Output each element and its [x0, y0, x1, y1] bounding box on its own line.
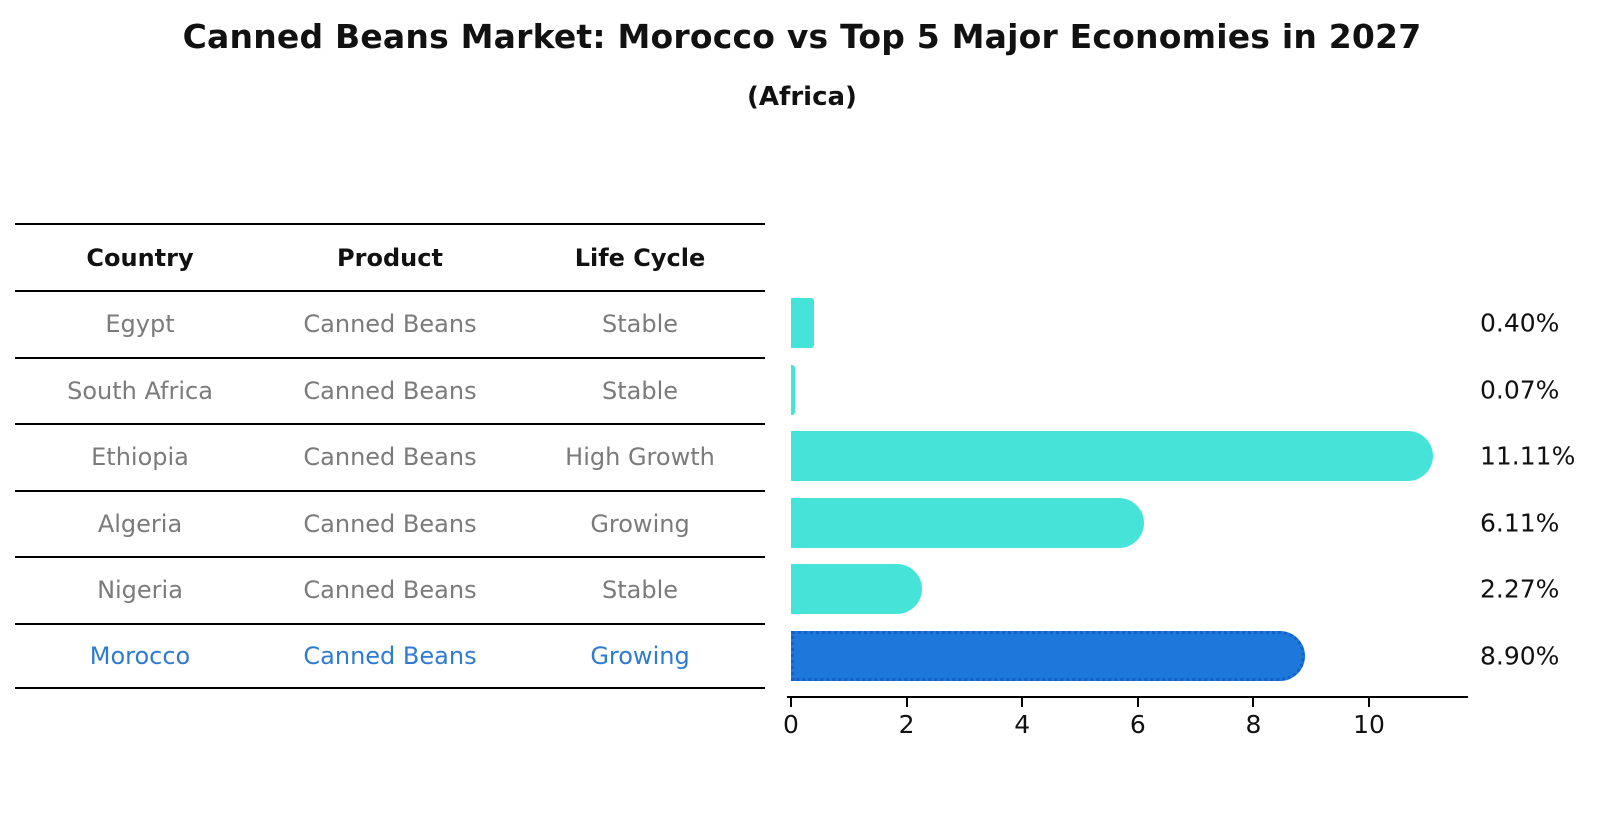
x-axis-tick-label: 0: [783, 710, 799, 739]
cell-country: Morocco: [89, 641, 191, 670]
cell-product: Canned Beans: [303, 509, 477, 538]
value-label-nigeria: 2.27%: [1480, 574, 1560, 604]
table-row-ethiopia: Ethiopia Canned Beans High Growth 11.11%: [0, 423, 1604, 490]
x-axis-tick: [1136, 698, 1139, 707]
x-axis-tick: [905, 698, 908, 707]
bar-nigeria: [791, 564, 923, 615]
value-label-egypt: 0.40%: [1480, 308, 1560, 338]
table-header-cells: Country Product Life Cycle: [15, 223, 765, 290]
cell-product: Canned Beans: [303, 310, 477, 339]
cell-country: Nigeria: [97, 576, 183, 605]
column-header-product: Product: [337, 243, 443, 272]
header-bar-spacer: [765, 223, 1604, 290]
cell-life-cycle: Stable: [601, 376, 679, 405]
bar-south-africa: [791, 364, 796, 415]
cell-country: South Africa: [67, 376, 213, 405]
cell-country: Algeria: [97, 509, 183, 538]
cell-product: Canned Beans: [303, 376, 477, 405]
x-axis-tick: [1368, 698, 1370, 707]
column-header-country: Country: [86, 243, 194, 272]
x-axis-tick-label: 6: [1129, 710, 1146, 739]
bar-ethiopia: [791, 431, 1434, 482]
cell-product: Canned Beans: [303, 641, 477, 670]
x-axis-line: [787, 696, 1468, 698]
x-axis-tick-label: 4: [1014, 710, 1031, 739]
table-row-algeria: Algeria Canned Beans Growing 6.11%: [0, 489, 1604, 557]
value-label-south-africa: 0.07%: [1480, 375, 1560, 405]
cell-life-cycle: High Growth: [565, 443, 715, 472]
cell-product: Canned Beans: [303, 576, 477, 605]
cell-country: Ethiopia: [91, 443, 189, 472]
cell-life-cycle: Growing: [590, 641, 690, 670]
x-axis-tick-label: 8: [1245, 710, 1262, 739]
x-axis-tick-label: 10: [1353, 710, 1385, 739]
value-label-algeria: 6.11%: [1480, 508, 1560, 538]
chart-subtitle: (Africa): [747, 82, 857, 112]
x-axis-tick: [1252, 698, 1255, 707]
table-header-row: Country Product Life Cycle: [0, 223, 1604, 290]
cell-life-cycle: Stable: [601, 310, 679, 339]
cell-life-cycle: Growing: [590, 509, 690, 538]
chart-title: Canned Beans Market: Morocco vs Top 5 Ma…: [182, 17, 1422, 56]
table-row-nigeria: Nigeria Canned Beans Stable 2.27%: [0, 556, 1604, 623]
table-row-egypt: Egypt Canned Beans Stable 0.40%: [0, 290, 1604, 357]
column-header-life-cycle: Life Cycle: [574, 243, 706, 272]
table-and-bars: Country Product Life Cycle Egypt Canned …: [0, 223, 1604, 689]
value-label-ethiopia: 11.11%: [1480, 441, 1576, 471]
bar-algeria: [791, 497, 1145, 548]
value-label-morocco: 8.90%: [1480, 641, 1560, 671]
table-row-morocco: Morocco Canned Beans Growing 8.90%: [0, 622, 1604, 689]
x-axis-tick: [790, 698, 792, 707]
x-axis-tick-label: 2: [898, 710, 915, 739]
x-axis-tick: [1021, 698, 1024, 707]
cell-country: Egypt: [105, 310, 175, 339]
bar-egypt: [791, 298, 815, 349]
table-row-south-africa: South Africa Canned Beans Stable 0.07%: [0, 356, 1604, 424]
cell-product: Canned Beans: [303, 443, 477, 472]
bar-morocco: [791, 630, 1306, 681]
cell-life-cycle: Stable: [601, 576, 679, 605]
